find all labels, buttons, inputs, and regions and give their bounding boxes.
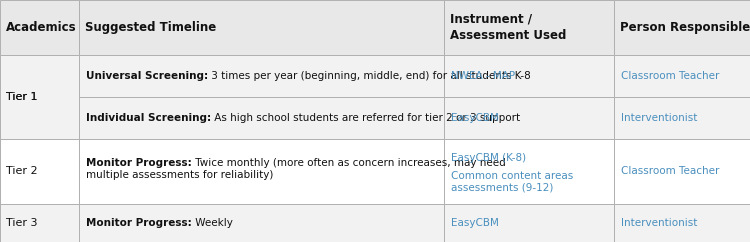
Text: Monitor Progress:: Monitor Progress: xyxy=(86,159,192,168)
Text: Common content areas: Common content areas xyxy=(451,171,573,181)
Text: Academics: Academics xyxy=(6,21,76,34)
Bar xyxy=(444,97,614,139)
Bar xyxy=(0,204,79,242)
Bar xyxy=(0,55,79,139)
Text: Classroom Teacher: Classroom Teacher xyxy=(621,71,719,81)
Text: As high school students are referred for tier 2 or 3 support: As high school students are referred for… xyxy=(211,113,520,123)
Text: Individual Screening:: Individual Screening: xyxy=(86,113,212,123)
Bar xyxy=(79,0,444,55)
Bar xyxy=(444,55,614,97)
Bar xyxy=(614,204,750,242)
Bar xyxy=(79,55,444,97)
Bar xyxy=(444,204,614,242)
Bar xyxy=(444,139,614,204)
Text: EasyCBM: EasyCBM xyxy=(451,218,499,228)
Text: Suggested Timeline: Suggested Timeline xyxy=(85,21,216,34)
Bar xyxy=(0,55,79,97)
Bar xyxy=(614,0,750,55)
Text: Tier 2: Tier 2 xyxy=(6,166,38,176)
Text: Weekly: Weekly xyxy=(192,218,232,228)
Text: NWEA - MAP: NWEA - MAP xyxy=(451,71,515,81)
Bar xyxy=(614,139,750,204)
Text: Interventionist: Interventionist xyxy=(621,218,698,228)
Bar xyxy=(0,0,79,55)
Bar xyxy=(0,97,79,139)
Text: Monitor Progress:: Monitor Progress: xyxy=(86,218,192,228)
Text: 3 times per year (beginning, middle, end) for all students K-8: 3 times per year (beginning, middle, end… xyxy=(208,71,531,81)
Text: Instrument /
Assessment Used: Instrument / Assessment Used xyxy=(450,13,566,42)
Text: Person Responsible: Person Responsible xyxy=(620,21,750,34)
Bar xyxy=(614,97,750,139)
Bar xyxy=(444,0,614,55)
Text: multiple assessments for reliability): multiple assessments for reliability) xyxy=(86,170,273,180)
Bar xyxy=(0,139,79,204)
Text: EasyCBM: EasyCBM xyxy=(451,113,499,123)
Bar xyxy=(614,55,750,97)
Text: Tier 1: Tier 1 xyxy=(6,92,38,102)
Text: Classroom Teacher: Classroom Teacher xyxy=(621,166,719,176)
Text: Interventionist: Interventionist xyxy=(621,113,698,123)
Bar xyxy=(0,204,79,242)
Text: Tier 3: Tier 3 xyxy=(6,218,38,228)
Bar xyxy=(79,139,444,204)
Text: Tier 1: Tier 1 xyxy=(6,92,38,102)
Text: Twice monthly (more often as concern increases, may need: Twice monthly (more often as concern inc… xyxy=(192,159,506,168)
Text: Universal Screening:: Universal Screening: xyxy=(86,71,208,81)
Bar xyxy=(79,97,444,139)
Text: assessments (9-12): assessments (9-12) xyxy=(451,183,554,193)
Bar xyxy=(79,204,444,242)
Text: EasyCBM (K-8): EasyCBM (K-8) xyxy=(451,153,526,163)
Bar xyxy=(0,139,79,204)
